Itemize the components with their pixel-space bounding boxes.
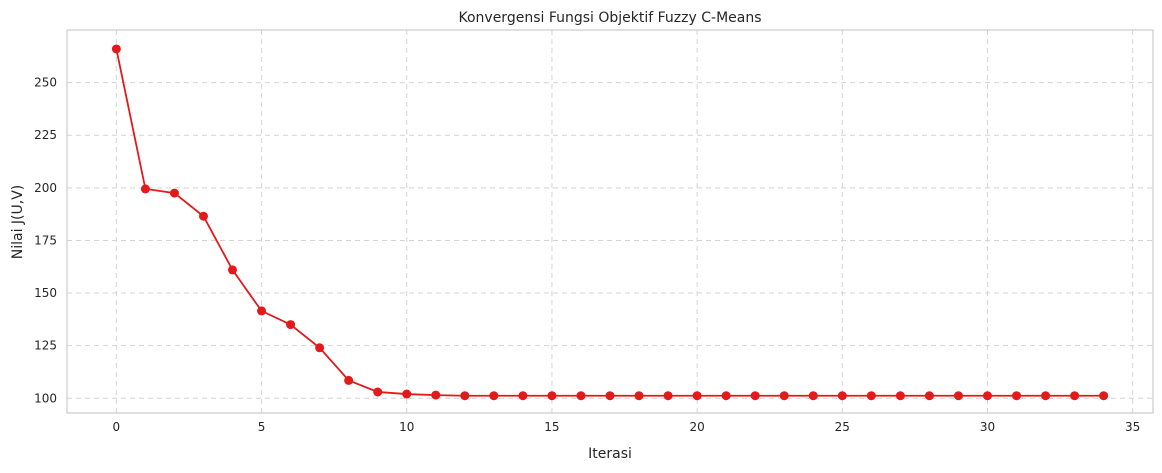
data-point xyxy=(257,306,267,316)
data-point xyxy=(663,391,673,401)
y-tick-label: 175 xyxy=(34,233,57,247)
y-tick-label: 250 xyxy=(34,76,57,90)
y-axis-label: Nilai J(U,V) xyxy=(10,185,26,260)
data-point xyxy=(721,391,731,401)
chart-title: Konvergensi Fungsi Objektif Fuzzy C-Mean… xyxy=(458,10,761,26)
x-tick-label: 25 xyxy=(835,420,850,434)
data-point xyxy=(605,391,615,401)
data-point xyxy=(576,391,586,401)
y-tick-label: 100 xyxy=(34,391,57,405)
series-markers xyxy=(111,44,1109,401)
x-tick-label: 10 xyxy=(399,420,414,434)
y-tick-label: 125 xyxy=(34,339,57,353)
y-tick-label: 200 xyxy=(34,181,57,195)
data-point xyxy=(1070,391,1080,401)
data-point xyxy=(953,391,963,401)
x-tick-label: 15 xyxy=(544,420,559,434)
data-point xyxy=(344,375,354,385)
data-point xyxy=(518,391,528,401)
data-point xyxy=(808,391,818,401)
data-point xyxy=(228,265,238,275)
grid xyxy=(67,30,1153,413)
x-tick-label: 5 xyxy=(258,420,266,434)
data-point xyxy=(198,211,208,221)
data-point xyxy=(111,44,121,54)
data-point xyxy=(1012,391,1022,401)
x-tick-label: 35 xyxy=(1125,420,1140,434)
data-point xyxy=(895,391,905,401)
data-point xyxy=(779,391,789,401)
data-point xyxy=(489,391,499,401)
data-point xyxy=(1099,391,1109,401)
x-tick-label: 0 xyxy=(113,420,121,434)
x-axis-label: Iterasi xyxy=(588,446,632,462)
data-point xyxy=(373,387,383,397)
plot-area xyxy=(66,29,1154,414)
data-point xyxy=(924,391,934,401)
data-point xyxy=(837,391,847,401)
data-point xyxy=(634,391,644,401)
series-line xyxy=(115,48,1104,397)
x-axis: 0 5 10 15 20 25 30 35 xyxy=(113,420,1141,434)
data-point xyxy=(692,391,702,401)
data-point xyxy=(982,391,992,401)
y-tick-label: 225 xyxy=(34,128,57,142)
x-tick-label: 30 xyxy=(980,420,995,434)
data-point xyxy=(140,184,150,194)
data-point xyxy=(431,390,441,400)
data-point xyxy=(286,320,296,330)
data-point xyxy=(402,389,412,399)
data-point xyxy=(460,391,470,401)
data-point xyxy=(866,391,876,401)
y-tick-label: 150 xyxy=(34,286,57,300)
data-point xyxy=(750,391,760,401)
data-point xyxy=(547,391,557,401)
y-axis: 100 125 150 175 200 225 250 xyxy=(34,76,57,406)
data-point xyxy=(1041,391,1051,401)
data-point xyxy=(315,343,325,353)
data-point xyxy=(169,188,179,198)
x-tick-label: 20 xyxy=(689,420,704,434)
